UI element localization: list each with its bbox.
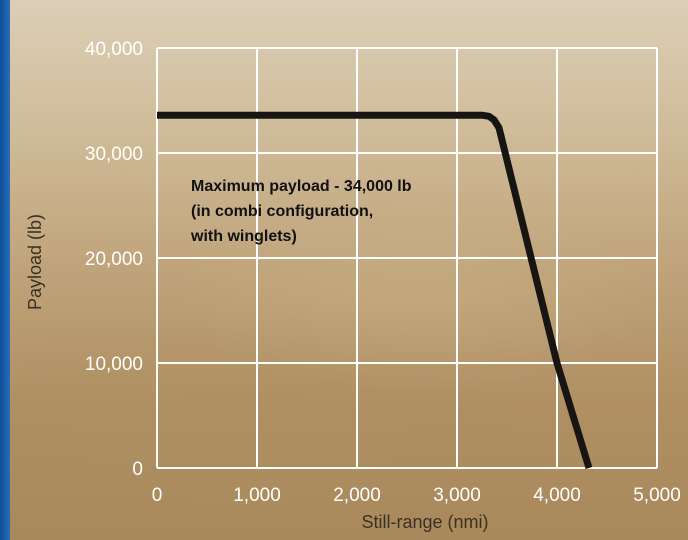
y-axis-ticks: 0 10,000 20,000 30,000 40,000: [85, 39, 143, 480]
x-tick-label: 5,000: [633, 485, 681, 506]
side-accent-band: [0, 0, 10, 540]
annotation-line-2: (in combi configuration,: [191, 203, 373, 220]
x-tick-label: 1,000: [233, 485, 281, 506]
y-tick-label: 10,000: [85, 354, 143, 375]
annotation-line-1: Maximum payload - 34,000 lb: [191, 178, 412, 195]
x-tick-label: 3,000: [433, 485, 481, 506]
x-tick-label: 2,000: [333, 485, 381, 506]
grid: [156, 47, 658, 469]
x-axis-title: Still-range (nmi): [361, 512, 488, 532]
annotation-line-3: with winglets): [190, 228, 297, 245]
x-tick-label: 0: [152, 485, 163, 506]
x-tick-label: 4,000: [533, 485, 581, 506]
y-tick-label: 20,000: [85, 249, 143, 270]
y-tick-label: 40,000: [85, 39, 143, 60]
y-tick-label: 30,000: [85, 144, 143, 165]
y-axis-title: Payload (lb): [25, 214, 45, 310]
y-tick-label: 0: [132, 459, 143, 480]
payload-range-line: [157, 111, 593, 470]
x-axis-ticks: 0 1,000 2,000 3,000 4,000 5,000: [152, 485, 681, 506]
